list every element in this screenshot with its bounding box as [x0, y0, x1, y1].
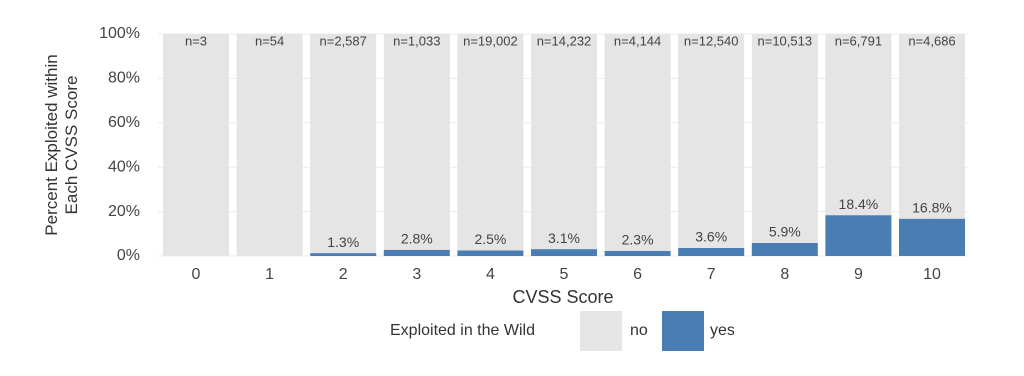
bar-segment	[163, 34, 229, 256]
n-label: n=12,540	[684, 33, 739, 48]
bar-segment	[825, 215, 892, 256]
value-label: 2.8%	[401, 230, 433, 246]
x-tick-label: 8	[780, 266, 789, 283]
n-label: n=6,791	[835, 33, 882, 48]
x-tick-label: 0	[192, 266, 201, 283]
x-tick-label: 2	[339, 266, 348, 283]
n-label: n=1,033	[393, 33, 440, 48]
bar-segment	[457, 34, 524, 251]
bar-segment	[751, 242, 818, 256]
value-label: 3.6%	[695, 229, 727, 245]
x-tick-label: 1	[265, 266, 274, 283]
legend-swatch	[662, 311, 704, 351]
x-tick-label: 3	[412, 266, 421, 283]
x-axis-title: CVSS Score	[512, 287, 613, 307]
n-label: n=54	[255, 33, 284, 48]
value-label: 2.5%	[474, 231, 506, 247]
value-label: 18.4%	[839, 196, 879, 212]
y-tick-label: 0%	[117, 247, 140, 264]
value-label: 3.1%	[548, 230, 580, 246]
bar-segment	[825, 34, 892, 216]
n-label: n=2,587	[320, 33, 367, 48]
x-tick-label: 6	[633, 266, 642, 283]
y-tick-label: 60%	[108, 114, 140, 131]
n-label: n=4,144	[614, 33, 661, 48]
value-label: 5.9%	[769, 224, 801, 240]
bar-segment	[383, 34, 450, 250]
bar-segment	[678, 248, 745, 256]
x-tick-label: 7	[707, 266, 716, 283]
bar-segment	[310, 253, 377, 256]
y-tick-label: 80%	[108, 70, 140, 87]
n-label: n=4,686	[908, 33, 955, 48]
n-label: n=14,232	[537, 33, 592, 48]
value-label: 2.3%	[622, 232, 654, 248]
x-tick-label: 5	[560, 266, 569, 283]
bar-segment	[899, 34, 965, 219]
value-label: 1.3%	[327, 234, 359, 250]
y-tick-label: 20%	[108, 203, 140, 220]
y-axis-title-line: Each CVSS Score	[62, 76, 81, 215]
legend-swatch	[580, 311, 622, 351]
y-tick-label: 100%	[99, 25, 140, 42]
value-label: 16.8%	[912, 199, 952, 215]
bar-segment	[604, 34, 671, 251]
bar-segment	[310, 34, 377, 254]
bar-segment	[678, 34, 745, 249]
bar-segment	[531, 249, 597, 256]
bar-segment	[751, 34, 818, 243]
legend-label: no	[630, 322, 648, 339]
bar-segment	[383, 249, 450, 256]
legend-title: Exploited in the Wild	[390, 322, 535, 339]
y-tick-label: 40%	[108, 158, 140, 175]
y-axis-title-line: Percent Exploited within	[42, 54, 61, 235]
y-axis-title: Percent Exploited withinEach CVSS Score	[42, 54, 81, 235]
n-label: n=19,002	[463, 33, 518, 48]
bar-segment	[604, 250, 671, 256]
x-tick-label: 4	[486, 266, 495, 283]
n-label: n=3	[185, 33, 207, 48]
bar-segment	[236, 34, 303, 256]
x-tick-label: 10	[923, 266, 941, 283]
bar-segment	[457, 250, 524, 256]
legend-label: yes	[710, 322, 735, 339]
x-tick-label: 9	[854, 266, 863, 283]
bar-segment	[899, 218, 965, 256]
bar-segment	[531, 34, 597, 250]
n-label: n=10,513	[758, 33, 813, 48]
